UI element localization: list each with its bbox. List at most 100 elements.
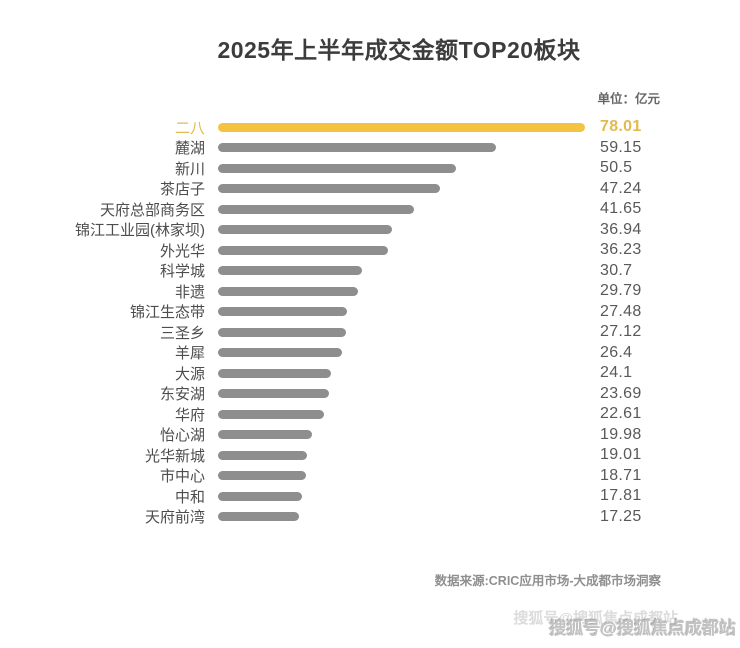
chart-row: 光华新城 19.01 [0, 445, 740, 466]
watermark-ghost: 搜狐号@搜狐焦点成都站 [513, 610, 678, 627]
chart-row: 外光华 36.23 [0, 240, 740, 261]
bar-track [218, 184, 585, 194]
watermark: 搜狐号@搜狐焦点成都站 [549, 619, 736, 638]
bar-track [218, 245, 585, 255]
value-label: 27.48 [600, 302, 642, 320]
category-label: 光华新城 [144, 447, 205, 465]
chart-title: 2025年上半年成交金额TOP20板块 [217, 37, 581, 63]
value-label: 22.61 [600, 405, 642, 423]
category-label: 市中心 [159, 468, 205, 486]
value-label: 19.01 [600, 446, 642, 464]
bar [218, 163, 456, 173]
category-label: 非遗 [174, 283, 205, 301]
bar-track [218, 348, 585, 358]
bar-chart: 二八 78.01 麓湖 59.15 新川 50.5 茶店子 47.24 天府总部… [0, 117, 740, 527]
category-label: 三圣乡 [159, 324, 205, 342]
chart-row: 市中心 18.71 [0, 466, 740, 487]
value-label: 18.71 [600, 466, 642, 484]
data-source-note: 数据来源:CRIC应用市场-大成都市场洞察 [434, 574, 661, 588]
category-label: 华府 [174, 406, 205, 424]
value-label: 24.1 [600, 364, 633, 382]
bar-track [218, 122, 585, 132]
category-label: 大源 [174, 365, 205, 383]
chart-row: 麓湖 59.15 [0, 138, 740, 159]
chart-row: 非遗 29.79 [0, 281, 740, 302]
value-label: 26.4 [600, 343, 633, 361]
bar-track [218, 512, 585, 522]
bar-track [218, 409, 585, 419]
bar [218, 143, 497, 153]
category-label: 科学城 [159, 263, 205, 281]
chart-row: 怡心湖 19.98 [0, 425, 740, 446]
category-label: 天府总部商务区 [99, 201, 205, 219]
chart-row: 天府总部商务区 41.65 [0, 199, 740, 220]
bar-track [218, 163, 585, 173]
chart-row: 新川 50.5 [0, 158, 740, 179]
bar [218, 409, 325, 419]
category-label: 麓湖 [174, 140, 205, 158]
value-label: 19.98 [600, 425, 642, 443]
bar [218, 245, 389, 255]
bar-track [218, 450, 585, 460]
bar [218, 430, 312, 440]
category-label: 东安湖 [159, 386, 205, 404]
value-label: 29.79 [600, 282, 642, 300]
category-label: 锦江工业园(林家坝) [75, 222, 205, 240]
bar-track [218, 430, 585, 440]
bar-track [218, 266, 585, 276]
category-label: 中和 [174, 488, 205, 506]
bar-track [218, 204, 585, 214]
category-label: 二八 [174, 119, 205, 137]
chart-row: 羊犀 26.4 [0, 343, 740, 364]
bar-track [218, 327, 585, 337]
bar-track [218, 471, 585, 481]
bar-track [218, 143, 585, 153]
value-label: 23.69 [600, 384, 642, 402]
bar [218, 450, 308, 460]
category-label: 新川 [174, 160, 205, 178]
value-label: 59.15 [600, 138, 642, 156]
chart-row: 中和 17.81 [0, 486, 740, 507]
chart-row: 天府前湾 17.25 [0, 507, 740, 528]
bar-track [218, 491, 585, 501]
chart-row: 锦江工业园(林家坝) 36.94 [0, 220, 740, 241]
chart-row: 茶店子 47.24 [0, 179, 740, 200]
chart-row: 锦江生态带 27.48 [0, 302, 740, 323]
value-label: 27.12 [600, 323, 642, 341]
value-label: 17.81 [600, 487, 642, 505]
category-label: 外光华 [159, 242, 205, 260]
bar [218, 122, 585, 132]
category-label: 怡心湖 [159, 427, 205, 445]
value-label: 36.23 [600, 241, 642, 259]
chart-row: 华府 22.61 [0, 404, 740, 425]
value-label: 50.5 [600, 159, 633, 177]
bar-track [218, 389, 585, 399]
value-label: 30.7 [600, 261, 633, 279]
bar [218, 491, 302, 501]
bar-track [218, 225, 585, 235]
category-label: 茶店子 [159, 181, 205, 199]
bar [218, 286, 359, 296]
bar [218, 512, 300, 522]
value-label: 17.25 [600, 507, 642, 525]
chart-row: 大源 24.1 [0, 363, 740, 384]
bar [218, 184, 441, 194]
bar [218, 368, 332, 378]
bar-track [218, 307, 585, 317]
bar [218, 348, 343, 358]
bar [218, 204, 414, 214]
chart-row: 三圣乡 27.12 [0, 322, 740, 343]
value-label: 78.01 [600, 118, 642, 136]
chart-row: 东安湖 23.69 [0, 384, 740, 405]
bar [218, 389, 330, 399]
bar [218, 266, 363, 276]
value-label: 41.65 [600, 200, 642, 218]
bar [218, 307, 348, 317]
chart-row: 二八 78.01 [0, 117, 740, 138]
bar [218, 471, 306, 481]
value-label: 47.24 [600, 179, 642, 197]
category-label: 天府前湾 [144, 509, 205, 527]
value-label: 36.94 [600, 220, 642, 238]
bar-track [218, 368, 585, 378]
